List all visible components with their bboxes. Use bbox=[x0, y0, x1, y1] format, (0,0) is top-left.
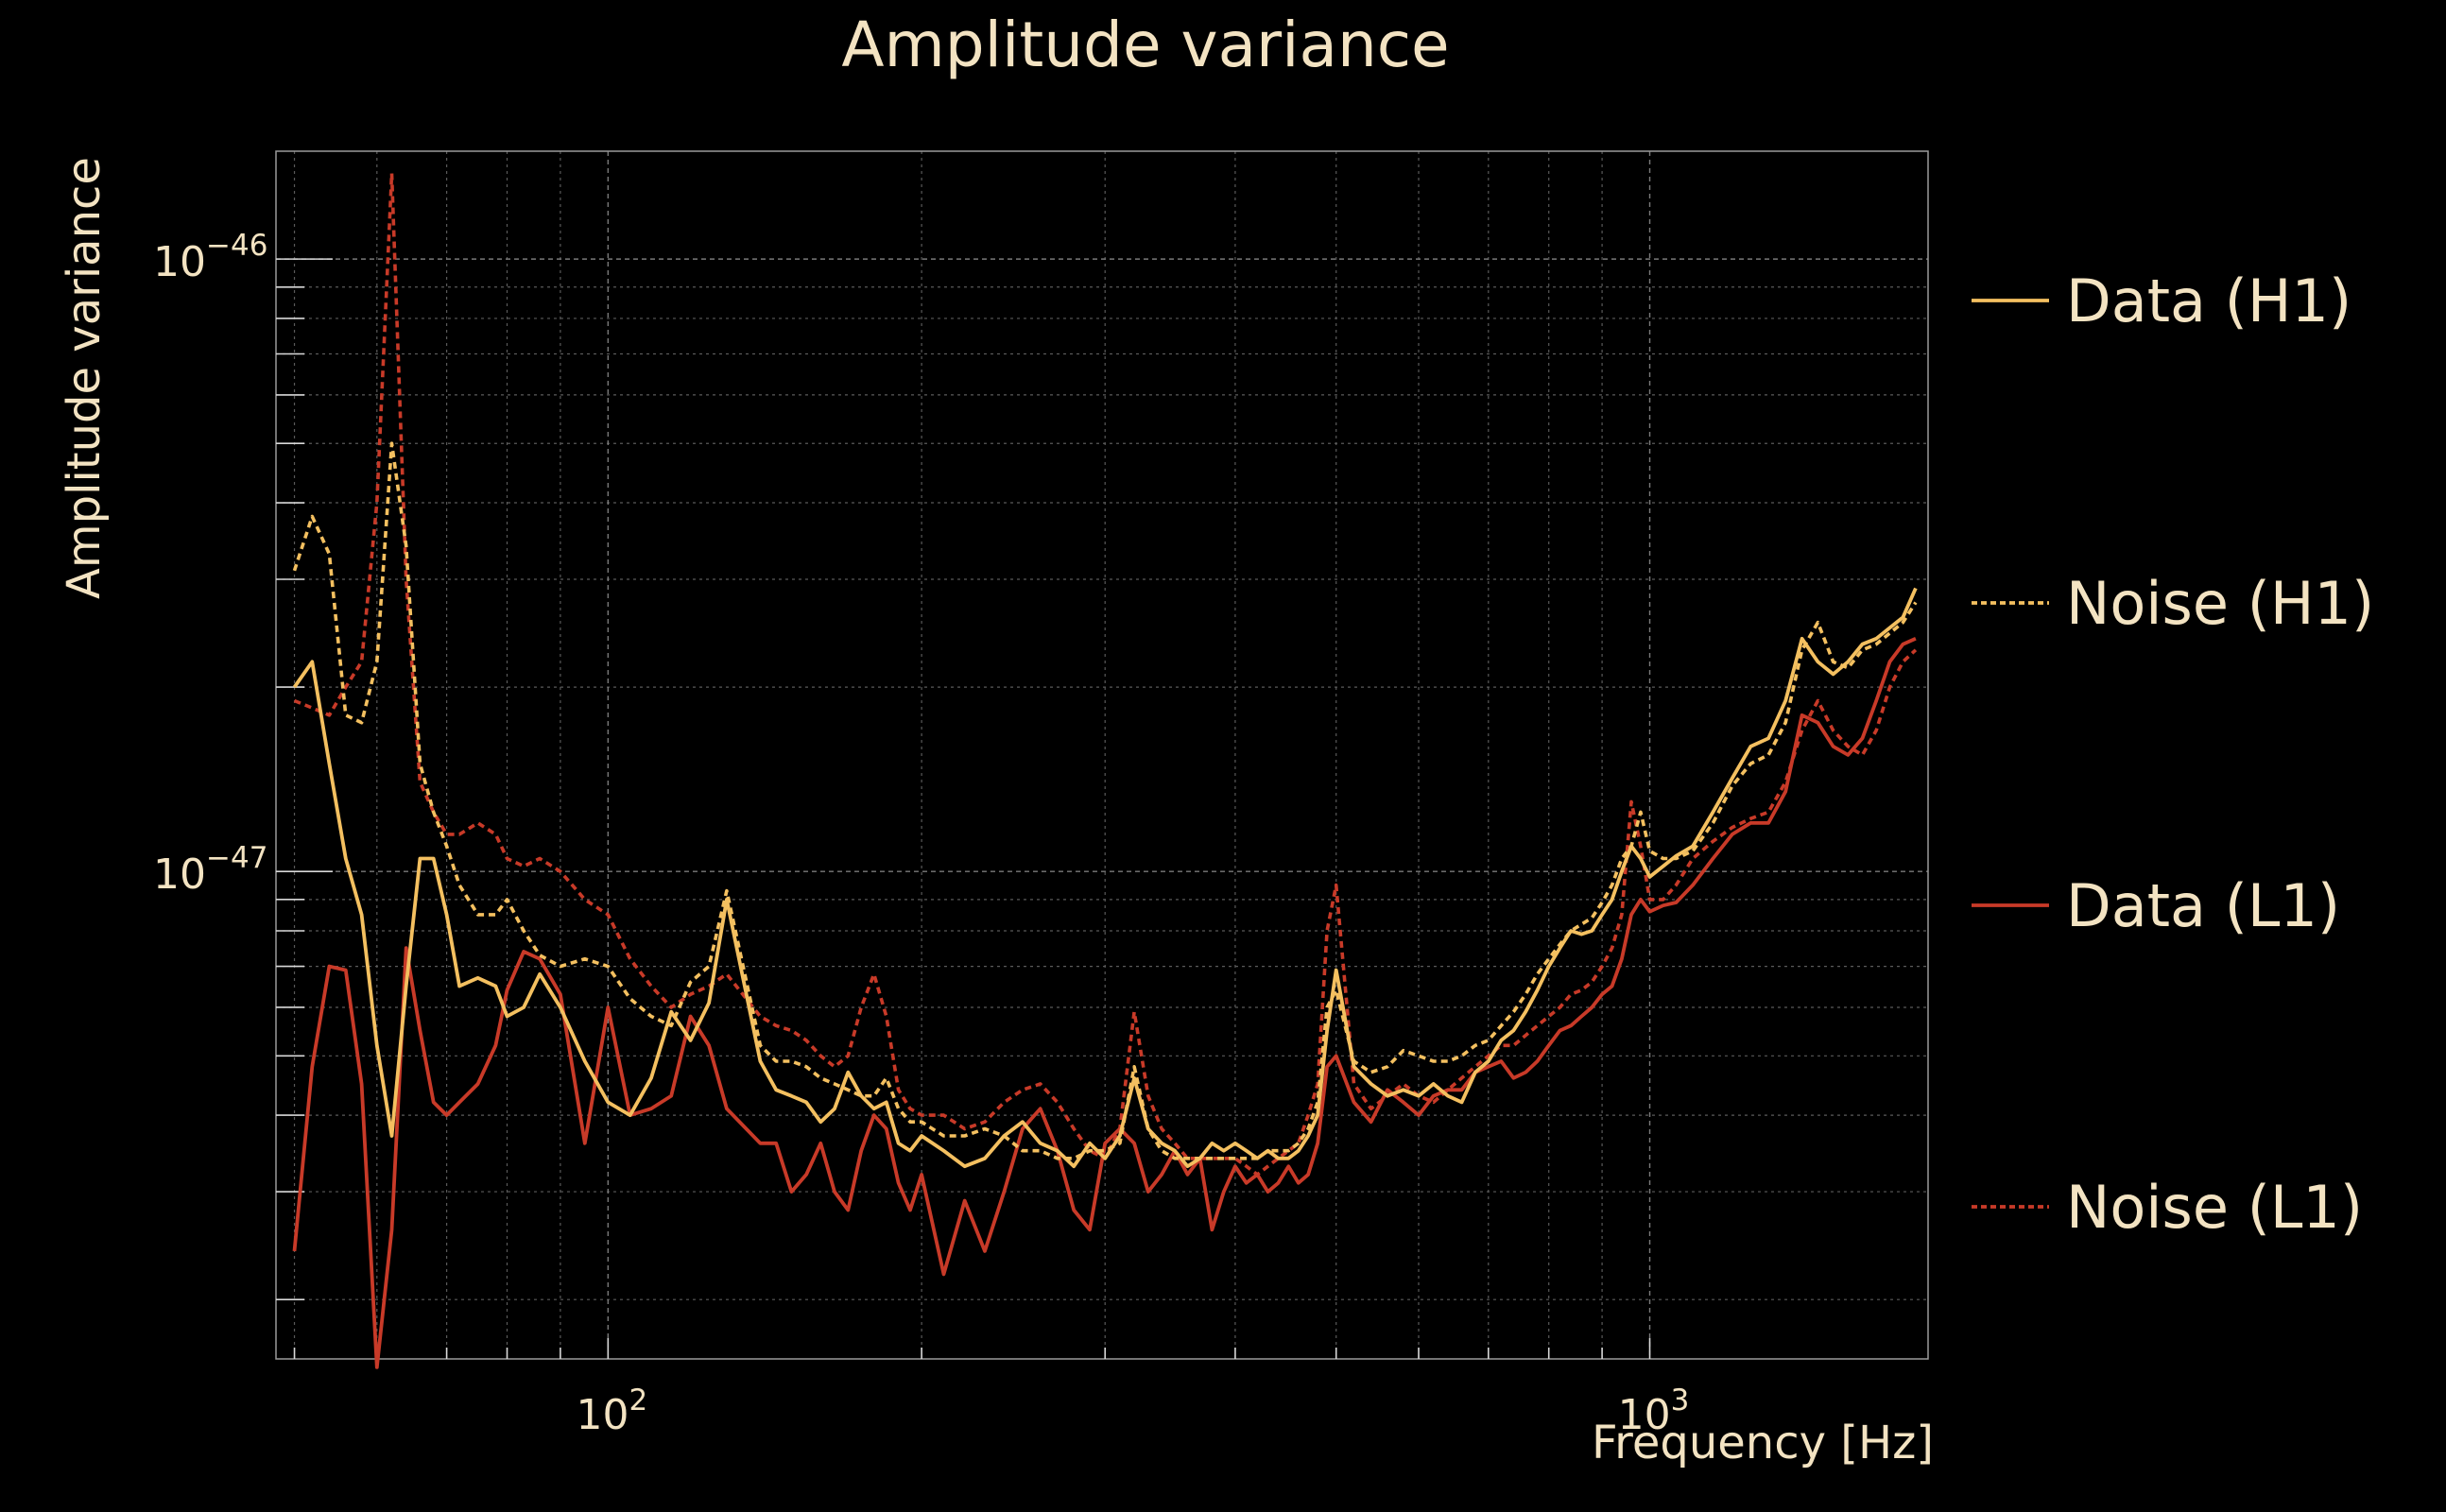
y-tick-label: 10−47 bbox=[153, 841, 267, 899]
series-line-noise-l1 bbox=[293, 171, 1918, 1177]
minor-grid bbox=[276, 151, 1928, 1359]
plot-frame bbox=[275, 150, 1929, 1360]
x-tick-label: 103 bbox=[1618, 1383, 1690, 1439]
chart-title: Amplitude variance bbox=[841, 9, 1449, 81]
y-axis-label: Amplitude variance bbox=[58, 157, 111, 599]
legend-label: Noise (L1) bbox=[2066, 1173, 2363, 1242]
legend-label: Noise (H1) bbox=[2066, 569, 2374, 638]
major-grid bbox=[276, 151, 1928, 1359]
axis-ticks bbox=[276, 258, 1651, 1359]
series-line-data-h1 bbox=[292, 587, 1918, 1169]
x-axis-label: Frequency [Hz] bbox=[1592, 1417, 1934, 1469]
legend: Data (H1) Noise (H1) Data (L1) Noise (L1) bbox=[1972, 266, 2374, 1242]
series-lines bbox=[292, 171, 1918, 1369]
legend-label: Data (H1) bbox=[2066, 266, 2351, 335]
legend-label: Data (L1) bbox=[2066, 871, 2340, 940]
